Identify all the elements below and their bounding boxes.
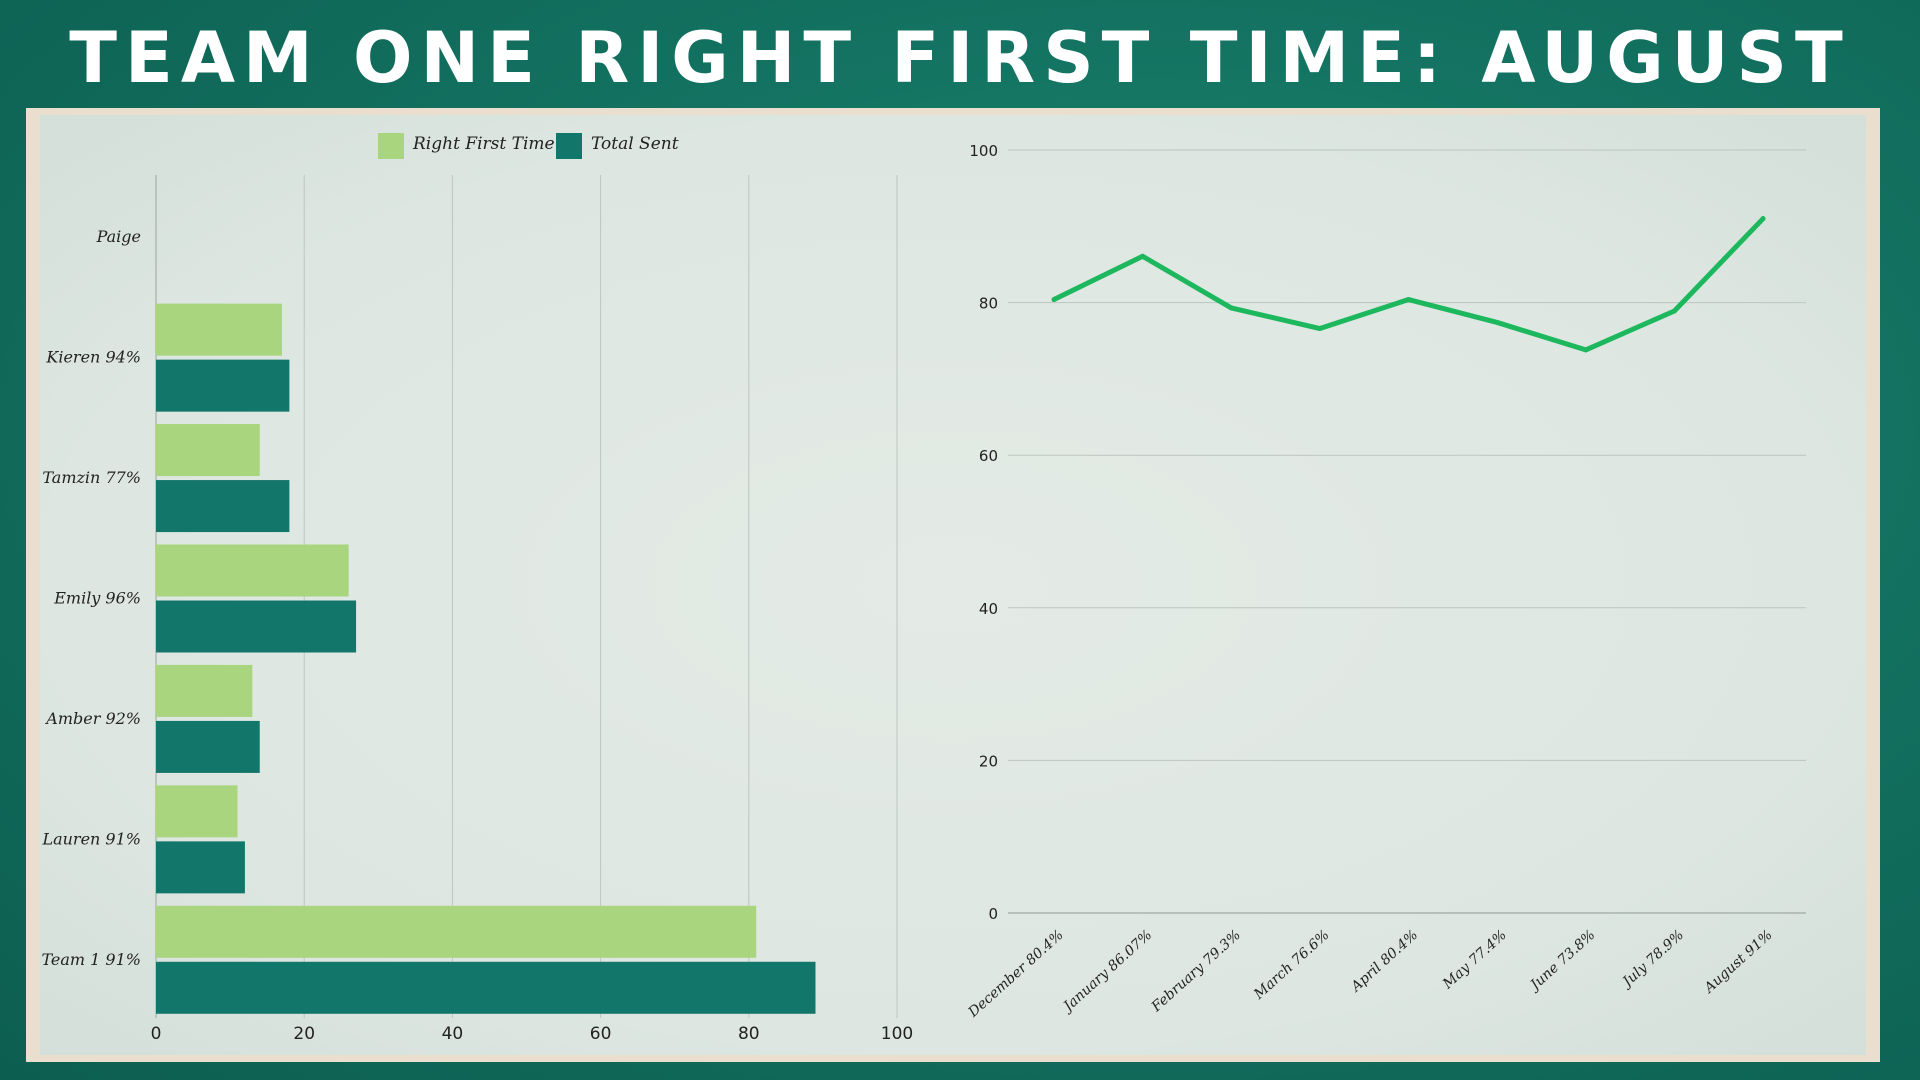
- line-point: [1583, 347, 1589, 353]
- bar-right-first-time: [156, 664, 253, 717]
- line-y-tick-label: 0: [988, 905, 998, 923]
- bar-total-sent: [156, 600, 357, 653]
- bar-category-label: Paige: [96, 227, 141, 246]
- line-point: [1494, 319, 1500, 325]
- line-y-tick-label: 20: [979, 752, 998, 770]
- line-x-tick-label: April 80.4%: [1347, 927, 1421, 996]
- bar-total-sent: [156, 480, 290, 533]
- bar-x-tick-label: 60: [590, 1024, 612, 1044]
- bar-right-first-time: [156, 303, 282, 356]
- bar-x-tick-label: 80: [738, 1024, 760, 1044]
- line-series: [1051, 216, 1766, 353]
- line-y-tick-label: 100: [969, 142, 998, 160]
- line-point: [1051, 297, 1057, 303]
- bar-x-tick-label: 0: [151, 1024, 162, 1044]
- bar-category-label: Emily 96%: [53, 589, 141, 608]
- line-y-tick-label: 40: [979, 600, 998, 618]
- bar-right-first-time: [156, 905, 757, 958]
- line-point: [1228, 305, 1234, 311]
- line-point: [1317, 326, 1323, 332]
- line-y-tick-label: 80: [979, 295, 998, 313]
- bar-total-sent: [156, 841, 245, 894]
- bar-total-sent: [156, 961, 816, 1014]
- line-x-tick-label: February 79.3%: [1148, 927, 1244, 1016]
- bar-category-label: Amber 92%: [44, 709, 141, 728]
- legend-swatch: [556, 133, 582, 159]
- line-x-tick-label: May 77.4%: [1439, 927, 1510, 993]
- legend-swatch: [378, 133, 404, 159]
- bar-right-first-time: [156, 544, 349, 597]
- line-x-tick-label: August 91%: [1700, 927, 1776, 997]
- line-x-tick-label: December 80.4%: [965, 927, 1067, 1021]
- bar-total-sent: [156, 359, 290, 412]
- bar-x-tick-label: 100: [881, 1024, 913, 1044]
- bar-x-tick-label: 40: [442, 1024, 464, 1044]
- line-x-tick-label: March 76.6%: [1250, 927, 1332, 1003]
- line-x-tick-label: July 78.9%: [1618, 927, 1687, 992]
- bar-right-first-time: [156, 424, 260, 477]
- bar-category-label: Kieren 94%: [45, 348, 141, 367]
- line-point: [1406, 297, 1411, 303]
- page-title: TEAM ONE RIGHT FIRST TIME: AUGUST: [69, 17, 1851, 99]
- line-point: [1760, 216, 1766, 222]
- legend-label: Total Sent: [591, 134, 679, 154]
- bar-category-label: Tamzin 77%: [42, 468, 141, 487]
- bar-category-label: Lauren 91%: [41, 829, 141, 848]
- legend-label: Right First Time: [412, 134, 555, 154]
- line-point: [1140, 253, 1146, 259]
- bar-right-first-time: [156, 785, 238, 838]
- bar-category-label: Team 1 91%: [41, 950, 141, 969]
- bar-total-sent: [156, 720, 260, 773]
- line-x-tick-label: June 73.8%: [1525, 927, 1598, 995]
- line-x-tick-label: January 86.07%: [1059, 927, 1156, 1016]
- line-y-tick-label: 60: [979, 447, 998, 465]
- bar-x-tick-label: 20: [293, 1024, 315, 1044]
- line-point: [1671, 308, 1677, 314]
